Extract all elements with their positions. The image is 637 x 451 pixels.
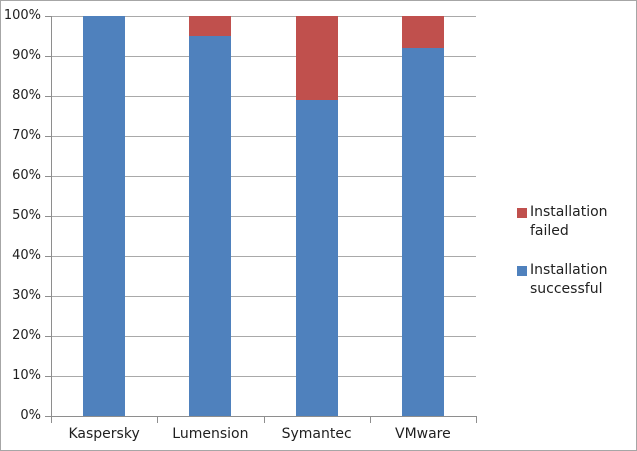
y-axis-tick [45, 216, 51, 217]
y-tick-label: 0% [20, 408, 41, 423]
bar-segment-installation-failed-symantec [295, 16, 338, 100]
gridline [51, 376, 476, 377]
gridline [51, 256, 476, 257]
gridline [51, 336, 476, 337]
gridline [51, 136, 476, 137]
gridline [51, 176, 476, 177]
y-tick-label: 30% [12, 288, 41, 303]
legend: Installation failed Installation successf… [517, 203, 635, 319]
x-category-label: Kaspersky [68, 426, 140, 442]
y-axis-tick [45, 336, 51, 337]
x-axis-tick [476, 416, 477, 423]
x-category-label: VMware [395, 426, 451, 442]
y-axis-tick [45, 176, 51, 177]
legend-item: Installation failed [517, 203, 635, 241]
bar-segment-installation-failed-lumension [189, 16, 232, 36]
legend-swatch-installation-failed [517, 208, 527, 218]
y-axis-tick [45, 296, 51, 297]
gridline [51, 296, 476, 297]
x-axis-tick [51, 416, 52, 423]
y-axis-tick [45, 136, 51, 137]
y-axis-tick [45, 416, 51, 417]
x-category-label: Symantec [281, 426, 352, 442]
y-tick-label: 90% [12, 48, 41, 63]
gridline [51, 56, 476, 57]
legend-label: Installation successful [530, 262, 608, 297]
y-axis-tick [45, 96, 51, 97]
y-axis-tick [45, 376, 51, 377]
y-tick-label: 40% [12, 248, 41, 263]
bar-segment-installation-failed-vmware [401, 16, 444, 48]
gridline [51, 96, 476, 97]
legend-swatch-installation-successful [517, 266, 527, 276]
bar-segment-installation-successful-symantec [295, 100, 338, 416]
y-axis-line [51, 16, 52, 416]
y-tick-label: 20% [12, 328, 41, 343]
legend-label: Installation failed [530, 204, 608, 239]
y-tick-label: 70% [12, 128, 41, 143]
legend-item: Installation successful [517, 261, 635, 299]
x-axis-tick [157, 416, 159, 423]
x-axis-tick [263, 416, 265, 423]
bar-segment-installation-successful-kaspersky [83, 16, 126, 416]
y-tick-label: 50% [12, 208, 41, 223]
y-tick-label: 10% [12, 368, 41, 383]
y-axis-tick [45, 56, 51, 57]
y-tick-label: 100% [3, 8, 41, 23]
bar-segment-installation-successful-vmware [401, 48, 444, 416]
x-axis-tick [369, 416, 371, 423]
bar-segment-installation-successful-lumension [189, 36, 232, 416]
y-axis-tick [45, 256, 51, 257]
x-category-label: Lumension [172, 426, 249, 442]
y-tick-label: 80% [12, 88, 41, 103]
gridline [51, 216, 476, 217]
gridline [51, 16, 476, 17]
y-tick-label: 60% [12, 168, 41, 183]
y-axis-tick [45, 16, 51, 17]
